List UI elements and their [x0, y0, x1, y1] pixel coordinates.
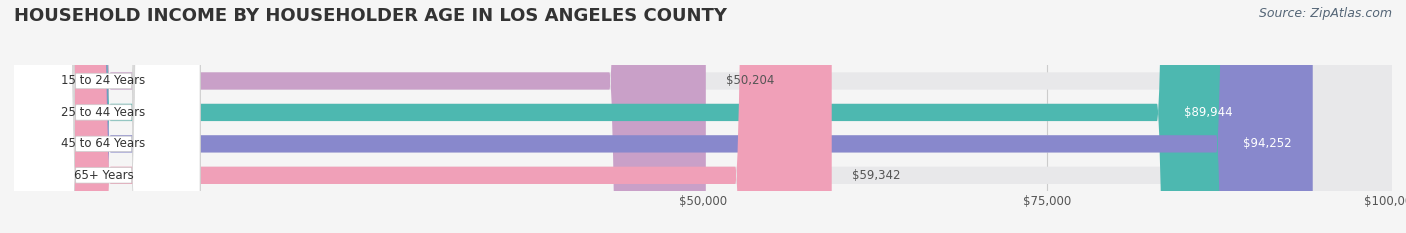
FancyBboxPatch shape: [14, 0, 1392, 233]
Text: $89,944: $89,944: [1184, 106, 1233, 119]
FancyBboxPatch shape: [7, 0, 200, 233]
Text: 25 to 44 Years: 25 to 44 Years: [62, 106, 146, 119]
FancyBboxPatch shape: [7, 0, 200, 233]
FancyBboxPatch shape: [14, 0, 1313, 233]
Text: $59,342: $59,342: [852, 169, 901, 182]
FancyBboxPatch shape: [7, 0, 200, 233]
Text: 65+ Years: 65+ Years: [73, 169, 134, 182]
Text: 45 to 64 Years: 45 to 64 Years: [62, 137, 146, 150]
FancyBboxPatch shape: [14, 0, 1392, 233]
FancyBboxPatch shape: [14, 0, 706, 233]
FancyBboxPatch shape: [14, 0, 832, 233]
FancyBboxPatch shape: [14, 0, 1392, 233]
FancyBboxPatch shape: [14, 0, 1253, 233]
FancyBboxPatch shape: [7, 0, 200, 233]
Text: Source: ZipAtlas.com: Source: ZipAtlas.com: [1258, 7, 1392, 20]
Text: HOUSEHOLD INCOME BY HOUSEHOLDER AGE IN LOS ANGELES COUNTY: HOUSEHOLD INCOME BY HOUSEHOLDER AGE IN L…: [14, 7, 727, 25]
FancyBboxPatch shape: [14, 0, 1392, 233]
Text: 15 to 24 Years: 15 to 24 Years: [62, 75, 146, 87]
Text: $50,204: $50,204: [727, 75, 775, 87]
Text: $94,252: $94,252: [1243, 137, 1292, 150]
